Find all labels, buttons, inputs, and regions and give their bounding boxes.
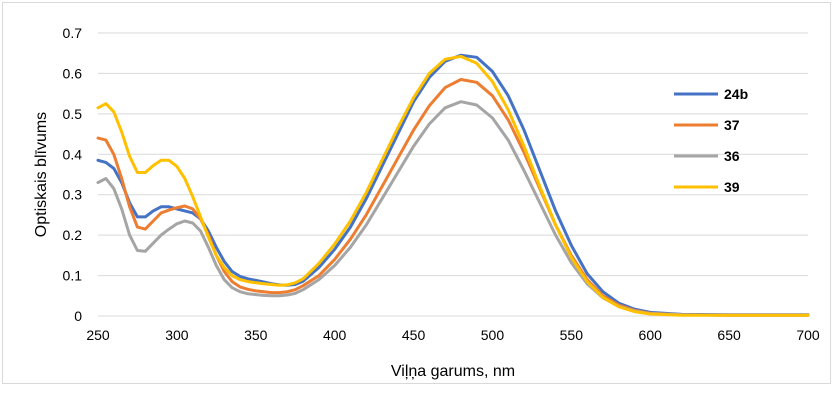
chart-frame	[2, 2, 831, 384]
